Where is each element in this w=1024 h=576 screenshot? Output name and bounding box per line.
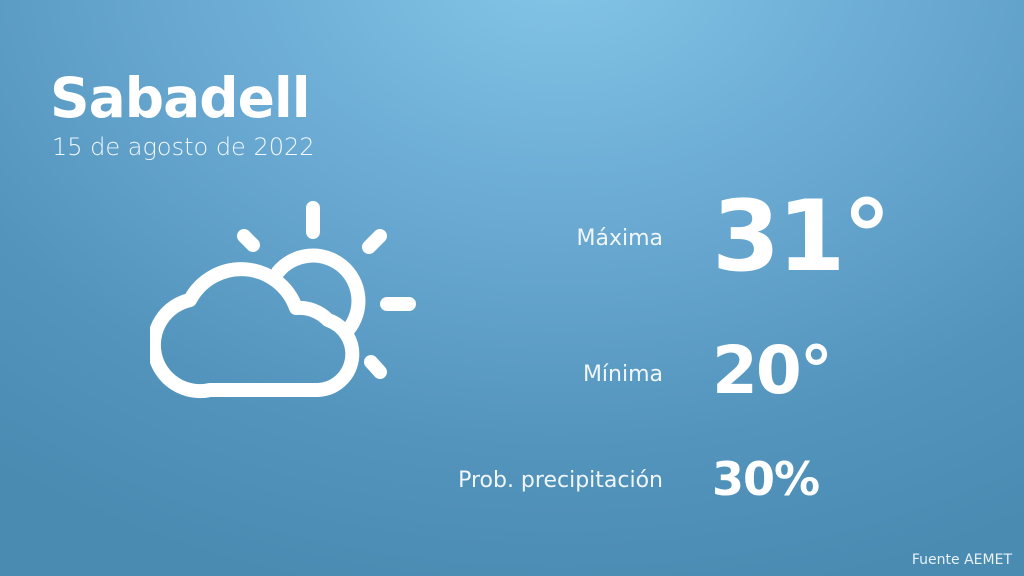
precip-value: 30%: [712, 452, 820, 506]
source-credit: Fuente AEMET: [911, 552, 1012, 568]
min-temp: 20°: [712, 332, 833, 409]
city-name: Sabadell: [50, 66, 311, 130]
max-temp: 31°: [712, 180, 891, 294]
forecast-date: 15 de agosto de 2022: [52, 133, 315, 161]
precip-label: Prob. precipitación: [458, 468, 663, 493]
max-label: Máxima: [576, 226, 663, 251]
partly-cloudy-icon: [150, 201, 416, 399]
min-label: Mínima: [582, 362, 663, 387]
